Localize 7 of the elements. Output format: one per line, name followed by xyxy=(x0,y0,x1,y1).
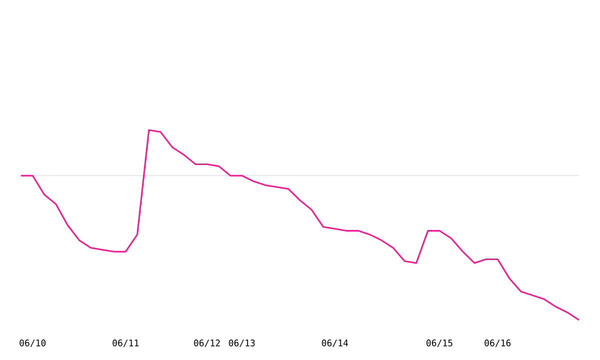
x-tick-label: 06/11 xyxy=(112,340,139,348)
x-tick-label: 06/13 xyxy=(228,340,255,348)
x-tick-label: 06/16 xyxy=(484,340,511,348)
x-tick-label: 06/14 xyxy=(322,340,348,348)
x-tick-label: 06/12 xyxy=(194,340,220,348)
x-tick-label: 06/15 xyxy=(426,340,452,348)
x-tick-label: 06/10 xyxy=(20,340,46,348)
